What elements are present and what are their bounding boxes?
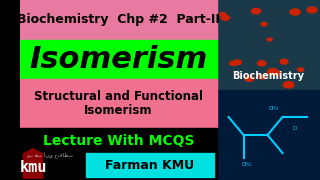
Circle shape [221, 15, 229, 20]
Circle shape [276, 71, 281, 75]
Circle shape [245, 76, 254, 81]
Polygon shape [23, 148, 43, 178]
Circle shape [307, 7, 317, 13]
Bar [20, 128, 217, 154]
Text: kmu: kmu [20, 160, 47, 175]
Text: Biochemistry: Biochemistry [232, 71, 304, 81]
Circle shape [283, 82, 294, 88]
Bar [217, 0, 320, 90]
Text: Farman KMU: Farman KMU [105, 159, 195, 172]
Text: Isomerism: Isomerism [29, 45, 208, 74]
Circle shape [298, 68, 304, 71]
Bar [86, 153, 213, 177]
Bar [20, 150, 217, 180]
Circle shape [280, 59, 288, 64]
Circle shape [290, 9, 300, 15]
Text: O: O [292, 126, 297, 131]
Bar [23, 130, 213, 152]
Circle shape [257, 61, 266, 66]
Text: CH₃: CH₃ [242, 162, 252, 167]
Bar [20, 0, 217, 40]
Circle shape [220, 12, 226, 16]
Circle shape [261, 22, 267, 26]
Circle shape [230, 61, 237, 65]
Text: رب ھب آنی حفاظت: رب ھب آنی حفاظت [27, 152, 74, 159]
Circle shape [259, 74, 266, 79]
Circle shape [268, 69, 278, 75]
Text: Structural and Functional
Isomerism: Structural and Functional Isomerism [34, 89, 203, 118]
Text: Lecture With MCQS: Lecture With MCQS [43, 134, 194, 148]
Circle shape [275, 72, 281, 76]
Bar [217, 90, 320, 180]
Bar [20, 40, 217, 79]
Circle shape [252, 8, 261, 14]
Text: CH₃: CH₃ [268, 106, 279, 111]
Bar [20, 79, 217, 128]
Circle shape [234, 60, 241, 65]
Text: Biochemistry  Chp #2  Part-II: Biochemistry Chp #2 Part-II [17, 13, 220, 26]
Circle shape [267, 38, 272, 41]
